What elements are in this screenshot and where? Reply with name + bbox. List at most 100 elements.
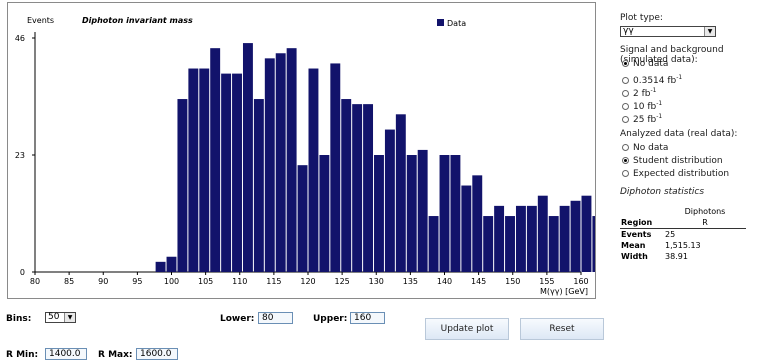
signal-option[interactable]: 25 fb-1 xyxy=(622,110,682,125)
signal-option[interactable]: No data xyxy=(622,58,682,71)
x-tick-label: 125 xyxy=(334,277,349,286)
superscript: -1 xyxy=(650,87,657,94)
histogram-bar xyxy=(242,43,253,272)
radio-button[interactable] xyxy=(622,144,629,151)
analyzed-options: No data Student distribution Expected dist… xyxy=(622,142,729,181)
histogram-bar xyxy=(384,129,395,272)
histogram-bar xyxy=(395,114,406,272)
x-tick-label: 150 xyxy=(505,277,520,286)
histogram-bar xyxy=(483,216,494,272)
analyzed-option[interactable]: Student distribution xyxy=(622,155,729,168)
signal-option[interactable]: 2 fb-1 xyxy=(622,84,682,99)
histogram-bar xyxy=(548,216,559,272)
signal-option-label: 10 fb xyxy=(633,102,657,112)
stats-col-sub: R xyxy=(702,218,708,227)
histogram-bar xyxy=(341,99,352,272)
signal-option-label: 25 fb xyxy=(633,115,657,125)
x-axis-label: M(γγ) [GeV] xyxy=(540,287,588,296)
reset-button[interactable]: Reset xyxy=(520,318,604,340)
histogram-bar xyxy=(199,68,210,273)
chevron-down-icon: ▼ xyxy=(64,313,75,322)
histogram-bar xyxy=(450,155,461,272)
upper-input[interactable]: 160 xyxy=(350,312,385,324)
histogram-bar xyxy=(559,205,570,272)
x-tick-label: 140 xyxy=(437,277,452,286)
radio-button[interactable] xyxy=(622,103,629,110)
histogram-bar xyxy=(253,99,264,272)
chart-title: Diphoton invariant mass xyxy=(82,16,193,25)
histogram-bar xyxy=(166,256,177,272)
rmax-input[interactable]: 1600.0 xyxy=(136,348,178,360)
x-tick-label: 135 xyxy=(403,277,418,286)
radio-button[interactable] xyxy=(622,116,629,123)
rmin-label: R Min: xyxy=(6,350,39,360)
table-row: Mean 1,515.13 xyxy=(621,241,701,250)
lower-label: Lower: xyxy=(220,314,255,324)
histogram-bar xyxy=(155,261,166,272)
lower-input[interactable]: 80 xyxy=(258,312,293,324)
histogram-bar xyxy=(406,155,417,272)
rmin-input[interactable]: 1400.0 xyxy=(45,348,87,360)
analyzed-option-label: Expected distribution xyxy=(633,169,730,179)
histogram-bar xyxy=(297,165,308,272)
plot-type-select[interactable]: γγ ▼ xyxy=(620,26,716,37)
histogram-bar xyxy=(494,205,505,272)
superscript: -1 xyxy=(656,113,663,120)
x-tick-label: 95 xyxy=(132,277,142,286)
x-tick-label: 90 xyxy=(98,277,108,286)
histogram-bar xyxy=(363,104,374,272)
histogram-panel: 80 85 90 95 100 105 110 115 120 125 130 135 140 145 15… xyxy=(7,2,596,299)
radio-button[interactable] xyxy=(622,90,629,97)
histogram-bar xyxy=(537,195,548,272)
radio-button[interactable] xyxy=(622,157,629,164)
x-tick-label: 160 xyxy=(573,277,588,286)
signal-option[interactable]: 10 fb-1 xyxy=(622,97,682,112)
superscript: -1 xyxy=(656,100,663,107)
signal-option[interactable]: 0.3514 fb-1 xyxy=(622,71,682,86)
histogram-bar xyxy=(264,58,275,272)
radio-button[interactable] xyxy=(622,77,629,84)
x-tick-label: 130 xyxy=(369,277,384,286)
x-tick-label: 120 xyxy=(300,277,315,286)
histogram-bar xyxy=(374,155,384,272)
radio-button[interactable] xyxy=(622,60,629,67)
analyzed-option[interactable]: Expected distribution xyxy=(622,168,729,181)
analyzed-option-label: Student distribution xyxy=(633,156,723,166)
update-plot-button[interactable]: Update plot xyxy=(425,318,509,340)
stats-region-label: Region xyxy=(621,218,653,227)
x-tick-label: 80 xyxy=(30,277,40,286)
histogram-chart: 80 85 90 95 100 105 110 115 120 125 130 135 140 145 15… xyxy=(15,16,595,296)
signal-option-label: 0.3514 fb xyxy=(633,76,677,86)
plot-type-value: γγ xyxy=(623,26,634,36)
plot-type-label: Plot type: xyxy=(620,13,663,23)
histogram-bar xyxy=(472,175,483,272)
histogram-bar xyxy=(439,155,450,272)
rmax-label: R Max: xyxy=(98,350,133,360)
histogram-bar xyxy=(286,48,297,272)
x-tick-label: 110 xyxy=(232,277,247,286)
signal-background-label: Signal and background (simulated data): xyxy=(620,45,724,65)
stats-title: Diphoton statistics xyxy=(620,187,705,197)
histogram-bar xyxy=(177,99,188,272)
upper-label: Upper: xyxy=(313,314,348,324)
y-axis-label: Events xyxy=(27,16,54,25)
x-tick-label: 115 xyxy=(266,277,281,286)
histogram-bar xyxy=(352,104,363,272)
bins-select[interactable]: 50 ▼ xyxy=(45,312,76,323)
x-tick-label: 145 xyxy=(471,277,486,286)
analyzed-option[interactable]: No data xyxy=(622,142,729,155)
histogram-bar xyxy=(275,53,286,273)
histogram-bar xyxy=(515,205,526,272)
histogram-bar xyxy=(461,185,472,272)
table-row: Width 38.91 xyxy=(621,252,688,261)
table-row: Events 25 xyxy=(621,230,676,239)
signal-options: No data 0.3514 fb-1 2 fb-1 10 fb-1 25 fb-1 xyxy=(622,58,682,125)
histogram-bar xyxy=(188,68,199,273)
histogram-bar xyxy=(221,73,232,272)
stats-col-header: Diphotons xyxy=(684,207,726,216)
histogram-bar xyxy=(210,48,221,272)
radio-button[interactable] xyxy=(622,170,629,177)
histogram-bar xyxy=(505,216,515,272)
x-tick-label: 100 xyxy=(164,277,179,286)
histogram-bar xyxy=(428,216,439,272)
